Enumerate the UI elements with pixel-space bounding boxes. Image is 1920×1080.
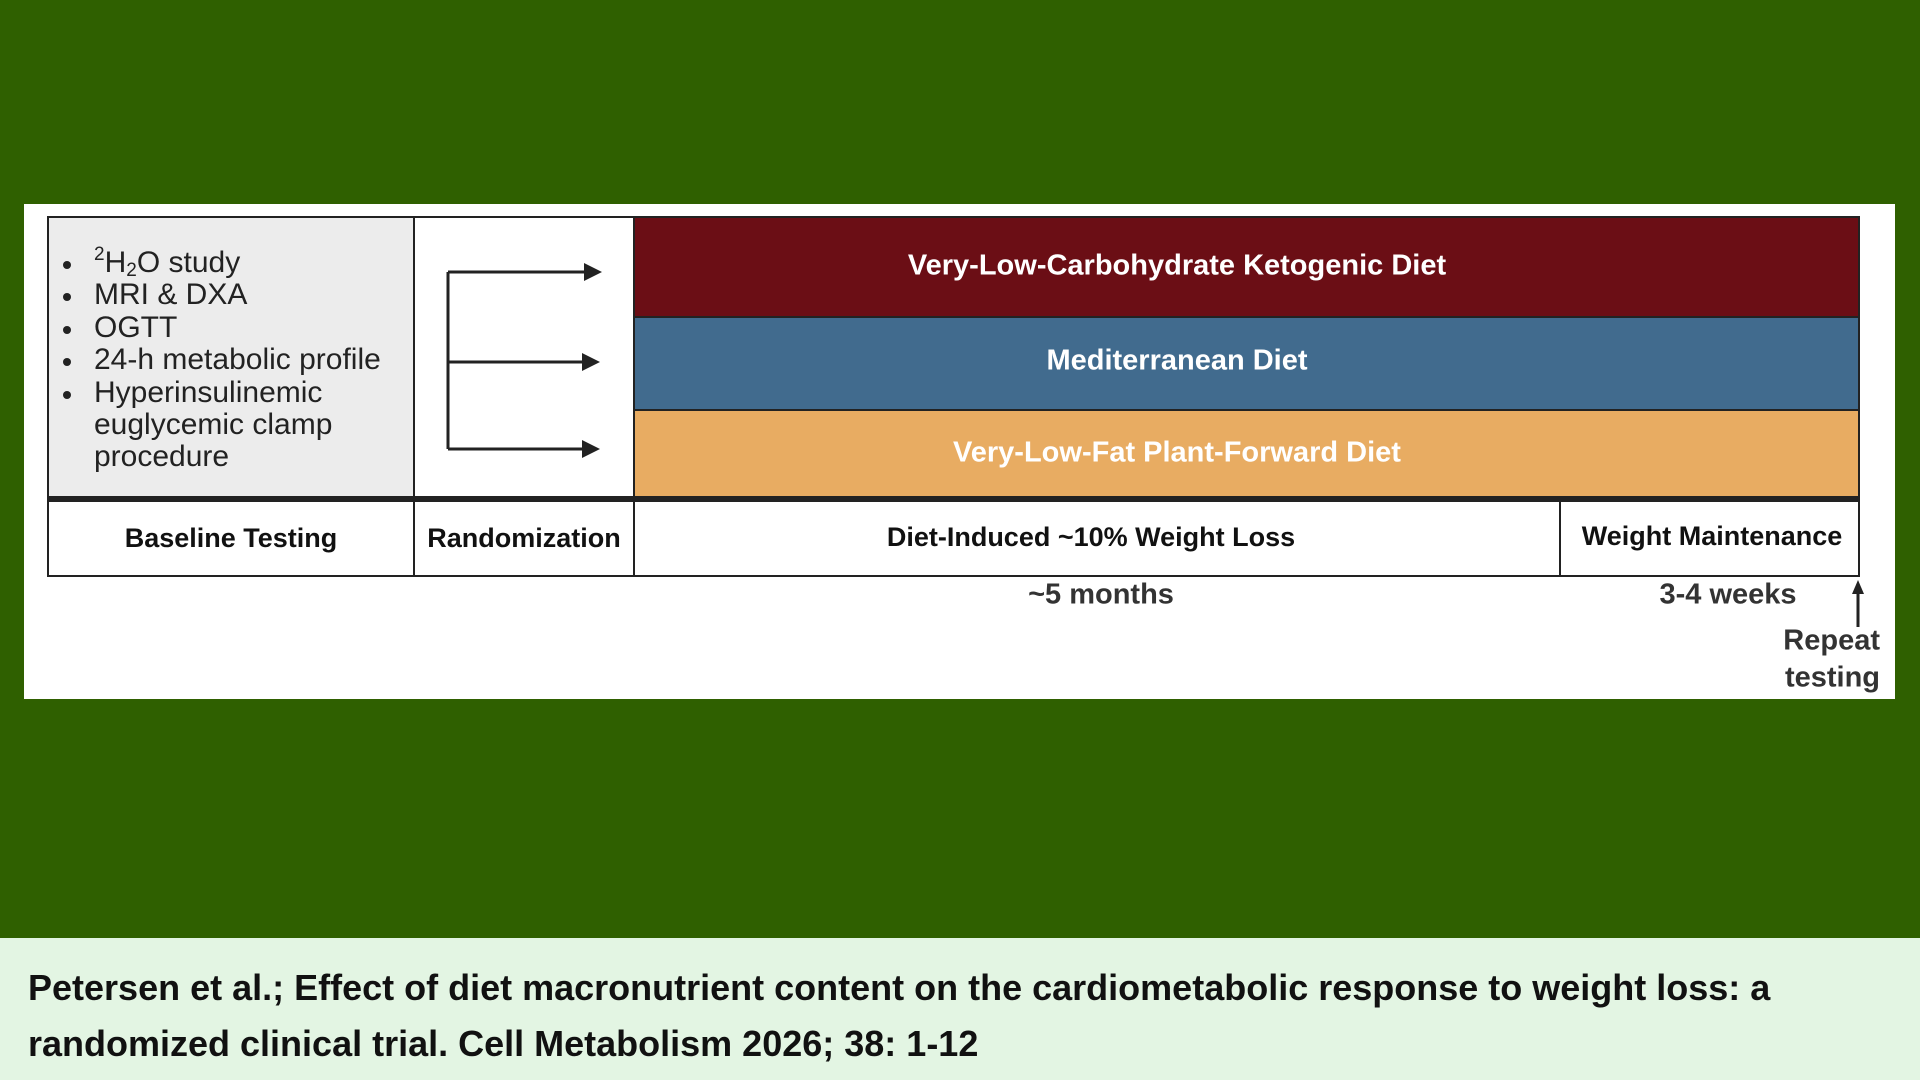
baseline-item: 24-h metabolic profile: [94, 343, 381, 376]
caption: Petersen et al.; Effect of diet macronut…: [28, 967, 1771, 1064]
subscript: 2: [126, 260, 137, 281]
diet-bar: [634, 317, 1859, 410]
phase-label: Randomization: [427, 523, 621, 553]
bullet: [63, 261, 71, 269]
duration-label: ~5 months: [1028, 579, 1174, 611]
diet-bar: [634, 217, 1859, 317]
caption-band: Petersen et al.; Effect of diet macronut…: [0, 938, 1920, 1080]
baseline-item: OGTT: [94, 311, 177, 344]
randomization-arrows: [446, 270, 1860, 627]
bullet: [63, 326, 71, 334]
diet-label: Very-Low-Fat Plant-Forward Diet: [953, 437, 1401, 469]
baseline-item: 2H2O study: [94, 244, 240, 281]
phase-label: Diet-Induced ~10% Weight Loss: [887, 522, 1295, 552]
superscript: 2: [94, 244, 105, 265]
duration-label: 3-4 weeks: [1659, 579, 1796, 611]
diet-label: Mediterranean Diet: [1046, 345, 1307, 377]
repeat-label: testing: [1785, 662, 1880, 694]
phase-label: Weight Maintenance: [1582, 521, 1843, 551]
bullet: [63, 358, 71, 366]
bullet: [63, 391, 71, 399]
phase-label: Baseline Testing: [125, 523, 338, 553]
baseline-item: MRI & DXA: [94, 278, 247, 311]
diet-label: Very-Low-Carbohydrate Ketogenic Diet: [908, 250, 1447, 282]
arrow-heads: [582, 263, 1864, 594]
baseline-item: Hyperinsulinemic: [94, 376, 322, 409]
grid: [47, 216, 1860, 577]
text: H: [105, 246, 127, 279]
baseline-item: procedure: [94, 440, 229, 473]
repeat-label: Repeat: [1783, 625, 1880, 657]
baseline-item: euglycemic clamp: [94, 408, 332, 441]
text: O study: [137, 246, 240, 279]
baseline-box: [48, 217, 414, 496]
bullet: [63, 293, 71, 301]
diet-bar: [634, 410, 1859, 496]
